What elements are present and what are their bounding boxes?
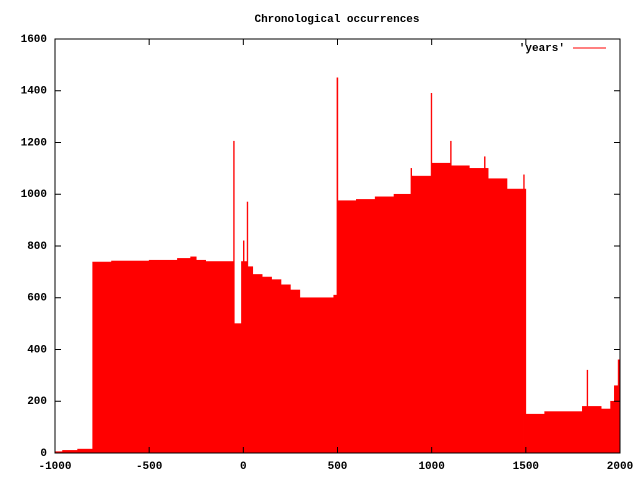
- x-tick-label: -500: [136, 461, 162, 473]
- y-tick-label: 800: [27, 241, 47, 253]
- bar: [252, 274, 263, 454]
- y-tick-label: 400: [27, 344, 47, 356]
- bar: [582, 406, 588, 454]
- bar: [524, 188, 527, 454]
- x-tick-label: 2000: [607, 461, 633, 473]
- bar: [450, 165, 470, 454]
- x-tick-label: -1000: [38, 461, 71, 473]
- y-tick-label: 1600: [21, 34, 47, 46]
- bar: [271, 279, 282, 454]
- legend-label: 'years': [519, 43, 565, 55]
- bar: [177, 258, 191, 454]
- chart-title: Chronological occurrences: [254, 14, 419, 26]
- bar: [393, 193, 412, 454]
- bar: [412, 175, 432, 454]
- y-tick-label: 1200: [21, 137, 47, 149]
- y-tick-label: 200: [27, 396, 47, 408]
- bar: [333, 294, 338, 454]
- x-tick-label: 0: [240, 461, 247, 473]
- y-tick-label: 1400: [21, 86, 47, 98]
- bar: [544, 411, 583, 454]
- bar: [205, 261, 234, 454]
- bar: [356, 199, 376, 454]
- x-tick-label: 500: [328, 461, 348, 473]
- y-tick-label: 1000: [21, 189, 47, 201]
- bar: [469, 168, 485, 454]
- bar: [614, 385, 619, 454]
- bar: [195, 259, 206, 454]
- bar: [148, 259, 178, 454]
- bar: [233, 323, 242, 454]
- bar: [506, 188, 524, 454]
- x-tick-label: 1000: [418, 461, 444, 473]
- bar: [487, 178, 508, 454]
- bar: [261, 276, 272, 454]
- bar: [484, 168, 489, 454]
- y-tick-label: 0: [40, 448, 47, 460]
- bar: [190, 256, 197, 454]
- bar: [299, 297, 335, 454]
- bar: [243, 261, 248, 454]
- bar: [587, 406, 602, 454]
- bar: [374, 196, 395, 454]
- bar: [290, 289, 301, 454]
- bar: [247, 266, 254, 454]
- bar: [431, 162, 451, 454]
- bar: [280, 284, 291, 454]
- x-tick-label: 1500: [513, 461, 539, 473]
- bar: [610, 400, 615, 454]
- plot-area: [54, 77, 621, 454]
- bar: [337, 200, 357, 454]
- bar: [111, 260, 150, 454]
- y-tick-label: 600: [27, 293, 47, 305]
- bar: [77, 448, 93, 454]
- bar: [525, 413, 545, 454]
- bar: [92, 261, 112, 454]
- bar: [600, 408, 611, 454]
